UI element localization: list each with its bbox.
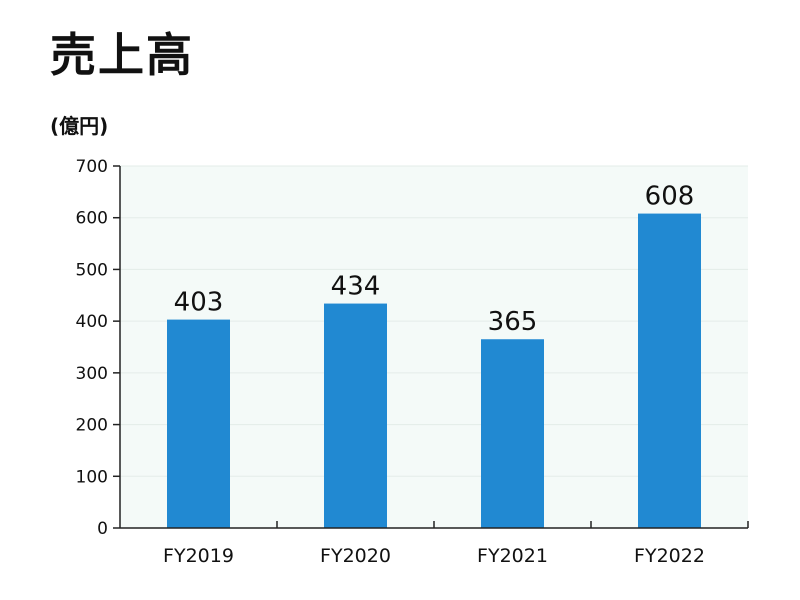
data-labels: 403 434 365 608 xyxy=(174,182,695,338)
x-category-label: FY2022 xyxy=(634,545,705,567)
x-category-label: FY2020 xyxy=(320,545,391,567)
data-label: 434 xyxy=(331,272,381,302)
y-tick-label: 400 xyxy=(76,312,108,332)
y-tick-label: 600 xyxy=(76,209,108,229)
bars xyxy=(167,213,701,528)
y-axis-ticks: 0 100 200 300 400 500 600 700 xyxy=(76,157,120,539)
bar-fy2022 xyxy=(638,213,701,528)
bar-fy2021 xyxy=(481,339,544,528)
chart-title: 売上高 xyxy=(50,28,194,82)
data-label: 608 xyxy=(645,182,695,212)
y-tick-label: 200 xyxy=(76,416,108,436)
x-category-label: FY2019 xyxy=(163,545,234,567)
x-category-label: FY2021 xyxy=(477,545,548,567)
y-tick-label: 700 xyxy=(76,157,108,177)
y-tick-label: 100 xyxy=(76,467,108,487)
bar-fy2019 xyxy=(167,319,230,528)
data-label: 365 xyxy=(488,307,538,337)
unit-label: (億円) xyxy=(50,114,109,138)
y-tick-label: 500 xyxy=(76,260,108,280)
y-tick-label: 0 xyxy=(97,519,108,539)
data-label: 403 xyxy=(174,288,224,318)
bar-fy2020 xyxy=(324,303,387,528)
axes xyxy=(119,166,749,529)
x-axis-categories: FY2019 FY2020 FY2021 FY2022 xyxy=(163,545,705,567)
y-tick-label: 300 xyxy=(76,364,108,384)
